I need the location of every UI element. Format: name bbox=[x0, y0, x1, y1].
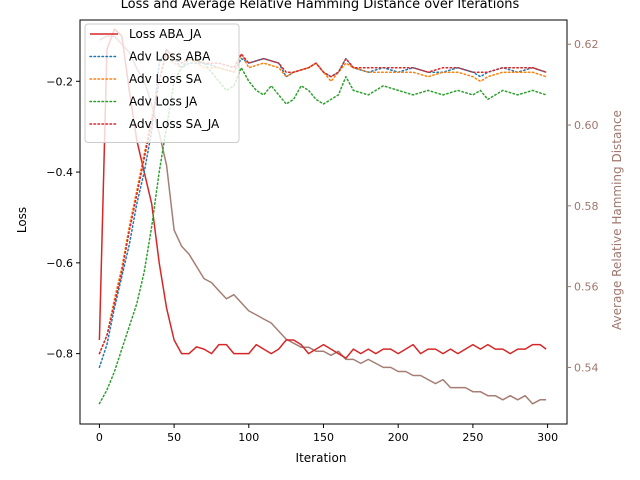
y2-axis-label: Average Relative Hamming Distance bbox=[610, 110, 624, 330]
legend-label: Adv Loss JA bbox=[129, 95, 198, 109]
series-line-5 bbox=[99, 35, 547, 405]
legend-label: Adv Loss SA bbox=[129, 72, 203, 86]
y-tick-label: −0.4 bbox=[46, 166, 73, 179]
x-axis-label: Iteration bbox=[296, 451, 347, 465]
y-tick-label: −0.8 bbox=[46, 348, 73, 361]
legend-box bbox=[84, 23, 240, 143]
y-axis-label: Loss bbox=[15, 207, 29, 233]
legend-label: Adv Loss ABA bbox=[129, 50, 211, 64]
x-tick-label: 300 bbox=[537, 431, 558, 444]
series-line-0 bbox=[98, 28, 547, 359]
y2-tick-label: 0.58 bbox=[574, 200, 599, 213]
x-tick-label: 250 bbox=[462, 431, 483, 444]
y-tick-label: −0.2 bbox=[46, 75, 73, 88]
x-tick-label: 0 bbox=[96, 431, 103, 444]
y2-tick-label: 0.60 bbox=[574, 119, 599, 132]
x-tick-label: 100 bbox=[238, 431, 259, 444]
x-tick-label: 200 bbox=[388, 431, 409, 444]
chart-title: Loss and Average Relative Hamming Distan… bbox=[121, 0, 520, 12]
y2-tick-label: 0.54 bbox=[574, 361, 599, 374]
y2-tick-label: 0.62 bbox=[574, 38, 599, 51]
legend-label: Loss ABA_JA bbox=[129, 27, 202, 41]
x-tick-label: 150 bbox=[313, 431, 334, 444]
y-axis-left: −0.8 −0.6 −0.4 −0.2 bbox=[46, 75, 80, 361]
legend-label: Adv Loss SA_JA bbox=[129, 117, 220, 131]
y-tick-label: −0.6 bbox=[46, 257, 73, 270]
y2-tick-label: 0.56 bbox=[574, 281, 599, 294]
y-axis-right: 0.54 0.56 0.58 0.60 0.62 bbox=[567, 38, 599, 374]
series-line-3 bbox=[98, 57, 547, 405]
x-tick-label: 50 bbox=[167, 431, 181, 444]
legend: Loss ABA_JA Adv Loss ABA Adv Loss SA Adv Lo… bbox=[84, 23, 240, 143]
x-axis: 0 50 100 150 200 250 300 bbox=[96, 424, 558, 444]
